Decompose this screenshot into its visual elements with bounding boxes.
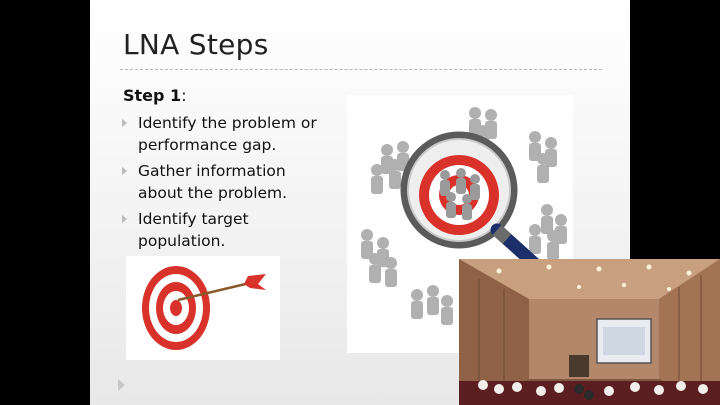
next-slide-arrow-icon[interactable] xyxy=(118,379,125,391)
bullet-item: Gather information about the problem. xyxy=(120,160,335,204)
bullet-text: Gather information about the problem. xyxy=(138,162,288,202)
slide-title: LNA Steps xyxy=(123,28,269,61)
target-arrow-icon xyxy=(142,266,266,350)
bullet-list: Identify the problem or performance gap.… xyxy=(120,112,335,256)
title-divider xyxy=(120,69,602,70)
target-arrow-image xyxy=(126,256,280,360)
lecture-hall-video-feed xyxy=(459,259,720,405)
bullet-arrow-icon xyxy=(122,119,127,127)
presentation-slide: LNA Steps Step 1: Identify the problem o… xyxy=(90,0,630,405)
bullet-arrow-icon xyxy=(122,215,127,223)
magnifier-crowd-icon xyxy=(361,107,567,325)
bullet-text: Identify the problem or performance gap. xyxy=(138,114,317,154)
step-label: Step 1 xyxy=(123,86,182,105)
lecture-hall-scene-icon xyxy=(459,259,720,405)
bullet-item: Identify target population. xyxy=(120,208,335,252)
bullet-item: Identify the problem or performance gap. xyxy=(120,112,335,156)
bullet-arrow-icon xyxy=(122,167,127,175)
bullet-text: Identify target population. xyxy=(138,210,249,250)
step-suffix: : xyxy=(181,86,187,105)
step-heading: Step 1: xyxy=(123,86,187,105)
